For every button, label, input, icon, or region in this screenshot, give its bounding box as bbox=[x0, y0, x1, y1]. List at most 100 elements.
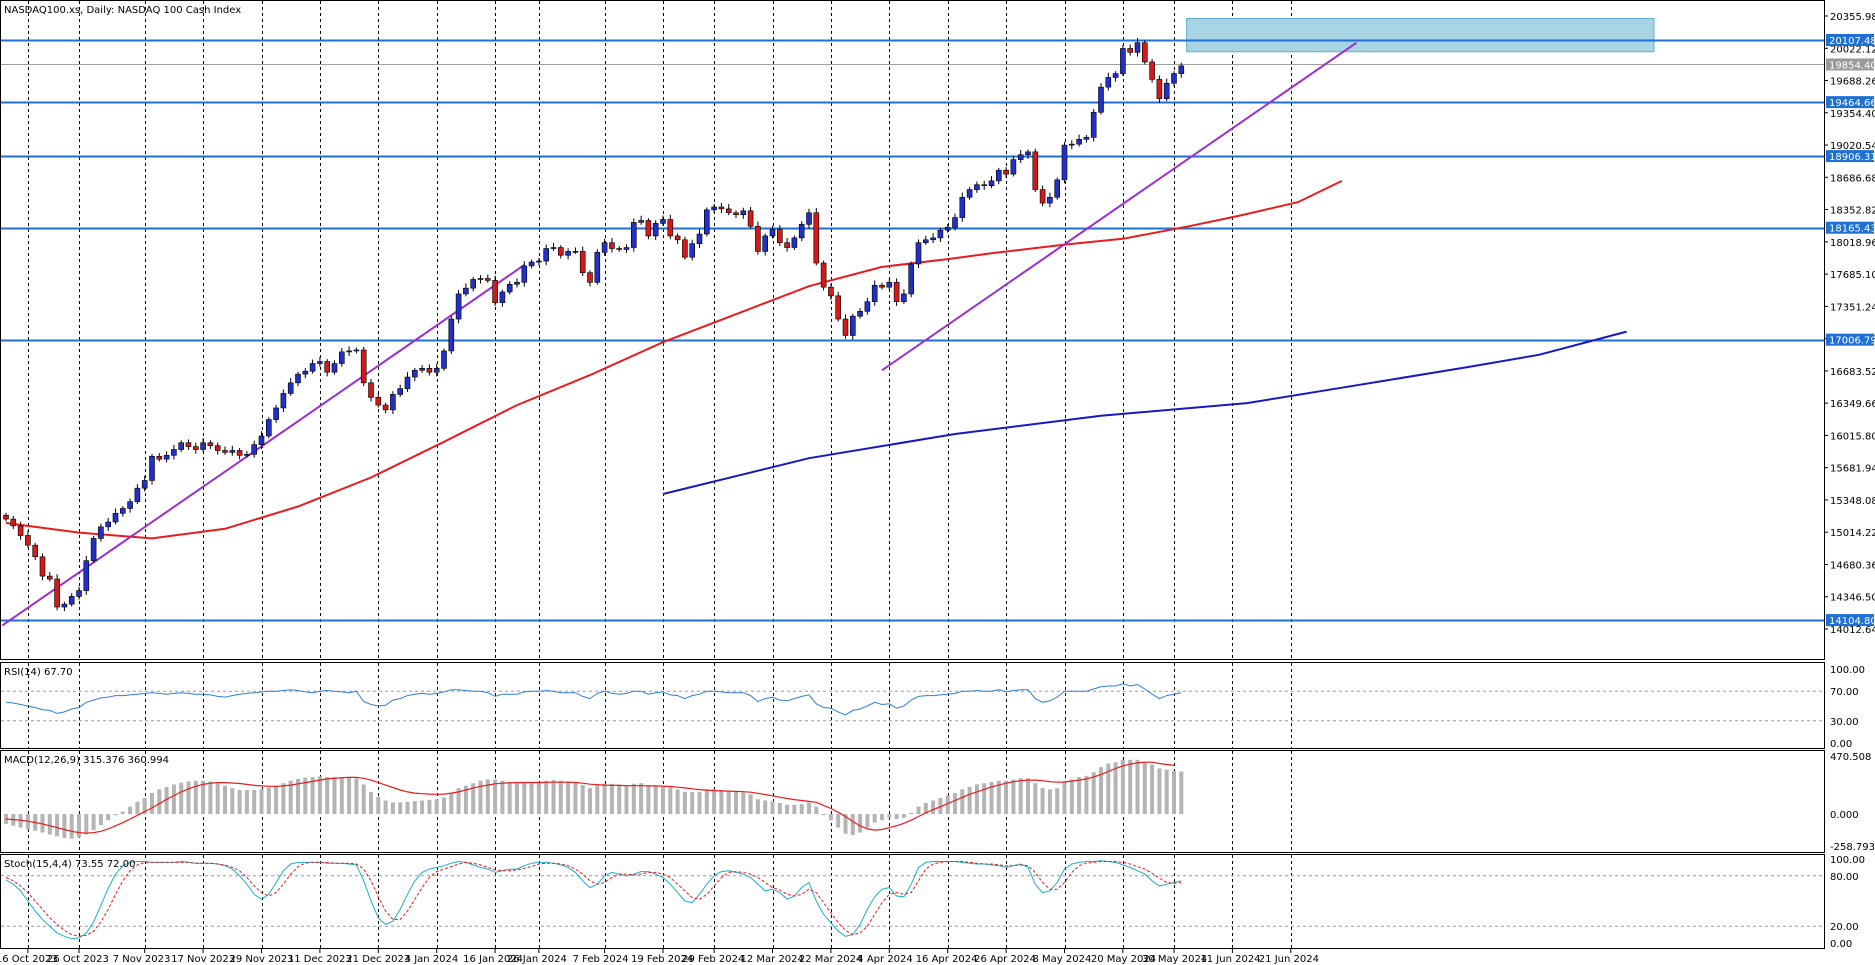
macd-bar-158 bbox=[1157, 768, 1162, 815]
macd-bar-93 bbox=[682, 791, 687, 815]
candle-118 bbox=[864, 301, 871, 312]
candle-141 bbox=[1032, 151, 1039, 190]
macd-signal-line bbox=[5, 761, 1175, 834]
macd-bar-77 bbox=[566, 781, 571, 815]
macd-bar-46 bbox=[339, 777, 344, 815]
candle-62 bbox=[455, 293, 462, 320]
candle-154 bbox=[1127, 48, 1133, 53]
macd-bar-68 bbox=[500, 780, 505, 815]
time-tick-label-19: 20 May 2024 bbox=[1091, 954, 1156, 965]
macd-bar-114 bbox=[836, 814, 841, 828]
candle-44 bbox=[324, 361, 331, 373]
candle-103 bbox=[755, 225, 761, 252]
candle-94 bbox=[689, 243, 696, 258]
candle-100 bbox=[733, 212, 739, 215]
candle-35 bbox=[258, 435, 265, 445]
price-tag-6: 14104.80 bbox=[1829, 616, 1875, 627]
time-tick-label-0: 16 Oct 2023 bbox=[0, 954, 58, 965]
price-tick-label-4: 19020.54 bbox=[1830, 141, 1875, 152]
macd-bar-112 bbox=[821, 814, 826, 816]
candle-52 bbox=[382, 404, 389, 411]
price-tick-label-13: 16015.80 bbox=[1830, 431, 1875, 442]
macd-bar-111 bbox=[814, 806, 819, 815]
price-tick-label-18: 14346.50 bbox=[1830, 593, 1875, 604]
macd-bar-27 bbox=[201, 780, 206, 815]
macd-bar-136 bbox=[996, 780, 1001, 815]
candle-43 bbox=[317, 361, 323, 364]
macd-tick-label-0: 470.508 bbox=[1830, 752, 1871, 763]
candle-18 bbox=[134, 487, 141, 502]
candle-153 bbox=[1120, 48, 1126, 74]
macd-bar-31 bbox=[230, 788, 235, 815]
candle-20 bbox=[149, 455, 155, 481]
trendlines bbox=[1, 41, 1358, 627]
candle-67 bbox=[492, 280, 498, 303]
macd-bar-133 bbox=[974, 784, 979, 815]
candle-95 bbox=[696, 233, 703, 244]
time-tick-label-17: 26 Apr 2024 bbox=[974, 954, 1036, 965]
stoch-tick-label-0: 100.00 bbox=[1830, 855, 1865, 866]
macd-bar-33 bbox=[244, 789, 249, 815]
price-tag-bg-1 bbox=[1826, 58, 1874, 71]
candle-45 bbox=[331, 363, 338, 373]
time-tick-label-2: 7 Nov 2023 bbox=[113, 954, 171, 965]
rsi-line bbox=[5, 683, 1182, 716]
macd-bar-8 bbox=[62, 814, 67, 839]
candle-11 bbox=[83, 560, 90, 591]
macd-bar-124 bbox=[909, 812, 914, 815]
macd-bar-43 bbox=[317, 776, 322, 815]
candle-129 bbox=[944, 226, 951, 231]
candle-102 bbox=[747, 210, 754, 227]
candle-159 bbox=[1163, 82, 1170, 100]
rsi-tick-label-2: 30.00 bbox=[1830, 717, 1859, 728]
candle-6 bbox=[46, 575, 53, 580]
candle-96 bbox=[703, 209, 710, 235]
macd-bar-135 bbox=[989, 781, 994, 815]
candle-86 bbox=[630, 222, 637, 248]
macd-bar-149 bbox=[1091, 772, 1096, 815]
candle-73 bbox=[536, 260, 542, 263]
macd-bar-52 bbox=[383, 800, 388, 815]
candle-89 bbox=[652, 223, 659, 237]
macd-bar-48 bbox=[354, 778, 359, 815]
macd-bar-157 bbox=[1150, 764, 1155, 815]
macd-bar-126 bbox=[923, 802, 928, 815]
macd-bar-97 bbox=[712, 789, 717, 815]
macd-bar-39 bbox=[288, 780, 293, 815]
macd-bar-154 bbox=[1128, 759, 1133, 815]
macd-bar-98 bbox=[719, 789, 724, 815]
macd-bar-161 bbox=[1179, 771, 1184, 815]
macd-bar-40 bbox=[296, 778, 300, 815]
stoch-panel[interactable]: Stoch(15,4,4) 73.55 72.00 bbox=[0, 854, 1825, 949]
price-panel[interactable]: NASDAQ100.xs, Daily: NASDAQ 100 Cash Ind… bbox=[0, 0, 1825, 660]
macd-bar-148 bbox=[1084, 775, 1089, 815]
price-tag-4: 18165.43 bbox=[1829, 224, 1875, 235]
macd-bar-100 bbox=[734, 791, 738, 815]
macd-bar-108 bbox=[792, 804, 797, 815]
macd-panel[interactable]: MACD(12,26,9) 315.376 360.994 bbox=[0, 750, 1825, 853]
price-tag-1: 19854.40 bbox=[1829, 60, 1875, 71]
macd-bar-35 bbox=[259, 789, 264, 815]
time-tick-label-9: 26 Jan 2024 bbox=[507, 954, 567, 965]
macd-bar-134 bbox=[982, 783, 987, 815]
candle-148 bbox=[1083, 137, 1090, 140]
time-tick-label-8: 16 Jan 2024 bbox=[463, 954, 523, 965]
macd-bar-67 bbox=[493, 779, 498, 815]
macd-bar-156 bbox=[1142, 762, 1147, 815]
candle-39 bbox=[287, 382, 294, 394]
macd-signal-series-0 bbox=[5, 761, 1175, 834]
macd-axis: 470.508 0.000 -258.793 bbox=[1830, 752, 1875, 853]
macd-bar-15 bbox=[113, 814, 118, 816]
macd-bar-61 bbox=[449, 793, 454, 815]
price-tick-label-6: 18352.82 bbox=[1830, 206, 1875, 217]
candle-25 bbox=[185, 442, 192, 447]
candle-161 bbox=[1178, 65, 1185, 74]
candle-17 bbox=[127, 501, 133, 509]
candle-77 bbox=[565, 251, 571, 256]
candle-31 bbox=[229, 450, 236, 453]
price-tick-label-19: 14012.64 bbox=[1830, 625, 1875, 636]
rsi-panel[interactable]: RSI(14) 67.70 bbox=[0, 662, 1825, 749]
candle-123 bbox=[901, 293, 907, 302]
macd-bar-6 bbox=[47, 814, 52, 835]
